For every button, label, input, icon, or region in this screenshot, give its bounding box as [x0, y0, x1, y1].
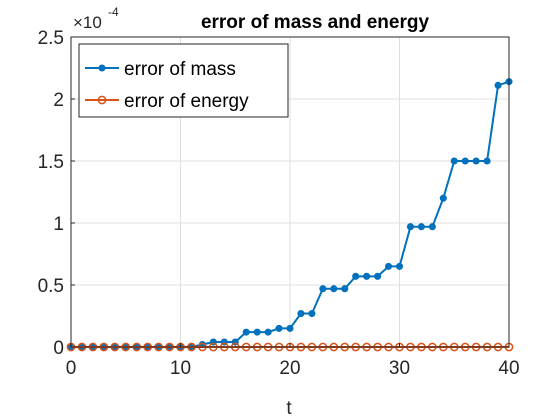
data-point — [406, 223, 415, 231]
legend: error of mass error of energy — [78, 43, 289, 118]
data-point — [483, 157, 491, 165]
data-point — [286, 324, 294, 332]
legend-label: error of energy — [124, 91, 249, 112]
data-point — [461, 157, 469, 165]
x-tick-label: 10 — [170, 358, 191, 379]
y-axis-multiplier: ×10 -4 — [73, 5, 119, 32]
data-point — [319, 285, 327, 293]
y-tick-label: 1.5 — [38, 152, 64, 173]
y-tick-label: 1 — [53, 214, 64, 235]
data-point — [363, 272, 371, 280]
legend-label: error of mass — [124, 59, 236, 80]
data-point — [275, 324, 283, 332]
y-multiplier-exponent: -4 — [108, 5, 119, 19]
data-point — [494, 81, 502, 89]
y-multiplier-base: ×10 — [73, 13, 102, 32]
data-point — [264, 328, 272, 336]
legend-box — [78, 43, 289, 118]
legend-marker — [97, 95, 107, 105]
data-point — [253, 328, 261, 336]
chart-title: error of mass and energy — [201, 12, 430, 33]
data-point — [297, 309, 305, 318]
data-point — [385, 262, 393, 270]
data-point — [308, 309, 316, 318]
data-point — [439, 194, 447, 202]
data-point — [374, 272, 382, 280]
y-tick-label: 0 — [53, 338, 64, 359]
x-axis-label: t — [286, 398, 292, 419]
data-point — [428, 223, 436, 231]
data-point — [352, 272, 360, 280]
legend-marker — [98, 64, 106, 72]
axis-ticks: 0 10 20 30 40 0 0.5 1 1.5 2 2.5 — [38, 28, 520, 379]
x-tick-label: 40 — [498, 358, 519, 379]
data-point — [341, 285, 349, 293]
y-tick-label: 2 — [53, 90, 64, 111]
data-point — [417, 223, 425, 231]
x-tick-label: 0 — [66, 358, 77, 379]
y-tick-label: 2.5 — [38, 28, 64, 49]
x-tick-label: 30 — [389, 358, 410, 379]
data-point — [330, 285, 338, 293]
data-point — [472, 157, 480, 165]
y-tick-label: 0.5 — [38, 276, 64, 297]
data-point — [450, 157, 458, 165]
data-point — [242, 328, 250, 336]
data-point — [395, 262, 404, 270]
x-tick-label: 20 — [279, 358, 300, 379]
